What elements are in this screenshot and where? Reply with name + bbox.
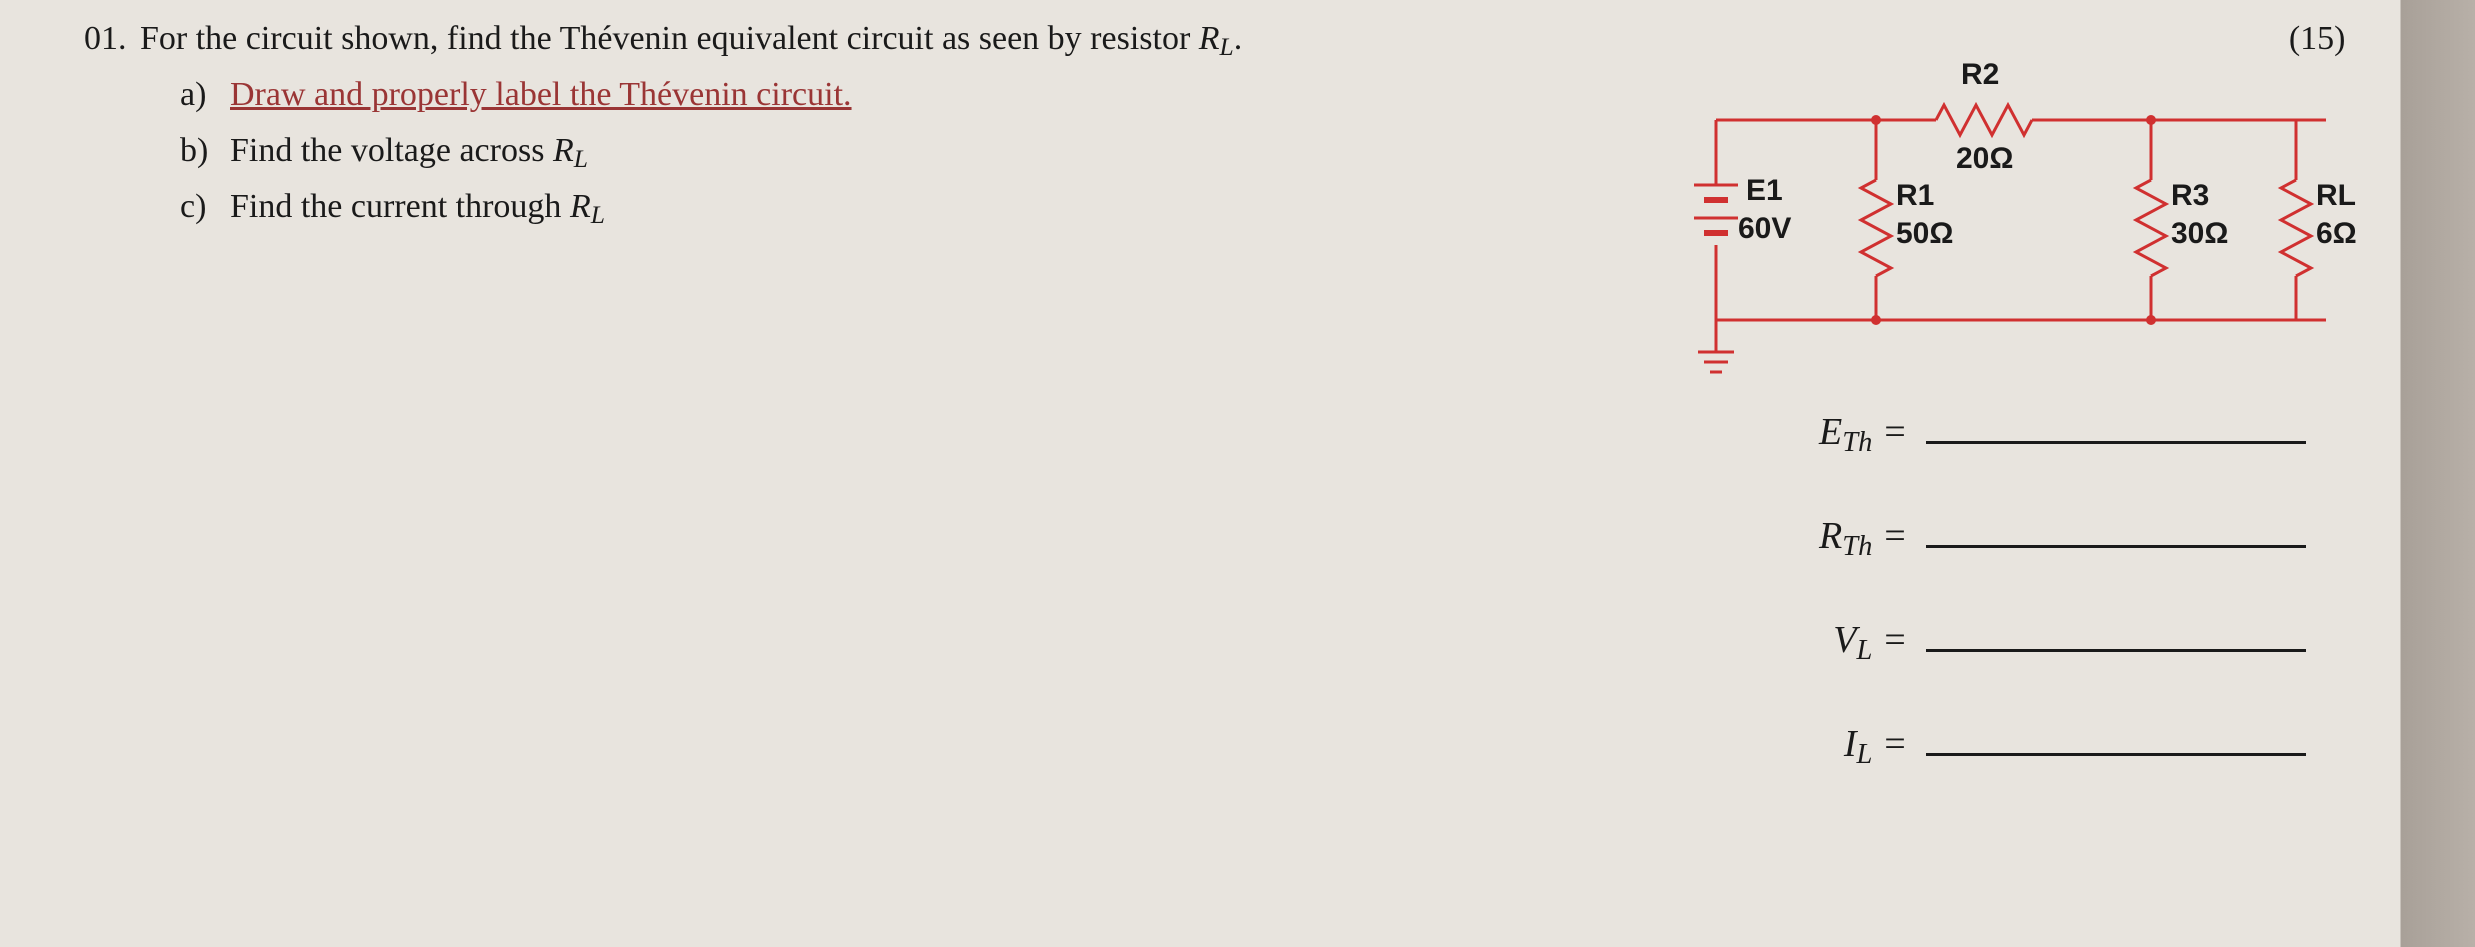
circuit-svg: E1 60V R1 50Ω R2 20Ω R3 30Ω RL 6Ω xyxy=(1676,60,2356,390)
il-blank xyxy=(1926,753,2306,756)
r2-label: R2 xyxy=(1961,60,1999,91)
answer-vl: VL = xyxy=(1786,618,2306,662)
question-text: For the circuit shown, find the Thévenin… xyxy=(140,20,2366,58)
subpart-a-text: Draw and properly label the Thévenin cir… xyxy=(230,76,852,114)
rth-blank xyxy=(1926,545,2306,548)
subpart-label: a) xyxy=(180,76,230,114)
rl-label: RL xyxy=(2316,179,2356,212)
answer-eth: ETh = xyxy=(1786,410,2306,454)
subpart-c-text: Find the current through RL xyxy=(230,188,605,226)
eth-blank xyxy=(1926,441,2306,444)
page: 01. For the circuit shown, find the Thév… xyxy=(0,0,2426,264)
question-var: R xyxy=(1199,20,1220,57)
subpart-label: c) xyxy=(180,188,230,226)
question-row: 01. For the circuit shown, find the Thév… xyxy=(60,20,2366,58)
question-number: 01. xyxy=(60,20,140,58)
r3-label: R3 xyxy=(2171,179,2209,212)
eth-label: ETh = xyxy=(1786,410,1916,454)
answer-il: IL = xyxy=(1786,722,2306,766)
r1-value: 50Ω xyxy=(1896,217,1953,250)
question-suffix: . xyxy=(1234,20,1243,57)
circuit-diagram: E1 60V R1 50Ω R2 20Ω R3 30Ω RL 6Ω xyxy=(1676,60,2356,350)
r1-label: R1 xyxy=(1896,179,1934,212)
e1-value: 60V xyxy=(1738,212,1791,245)
points: (15) xyxy=(2289,20,2346,58)
subpart-b-text: Find the voltage across RL xyxy=(230,132,588,170)
r3-value: 30Ω xyxy=(2171,217,2228,250)
vl-label: VL = xyxy=(1786,618,1916,662)
rth-label: RTh = xyxy=(1786,514,1916,558)
subpart-label: b) xyxy=(180,132,230,170)
answer-blanks: ETh = RTh = VL = IL = xyxy=(1786,410,2306,826)
rl-value: 6Ω xyxy=(2316,217,2356,250)
vl-blank xyxy=(1926,649,2306,652)
il-label: IL = xyxy=(1786,722,1916,766)
question-var-sub: L xyxy=(1220,32,1234,61)
answer-rth: RTh = xyxy=(1786,514,2306,558)
e1-label: E1 xyxy=(1746,174,1783,207)
r2-value: 20Ω xyxy=(1956,142,2013,175)
question-prefix: For the circuit shown, find the Thévenin… xyxy=(140,20,1199,57)
